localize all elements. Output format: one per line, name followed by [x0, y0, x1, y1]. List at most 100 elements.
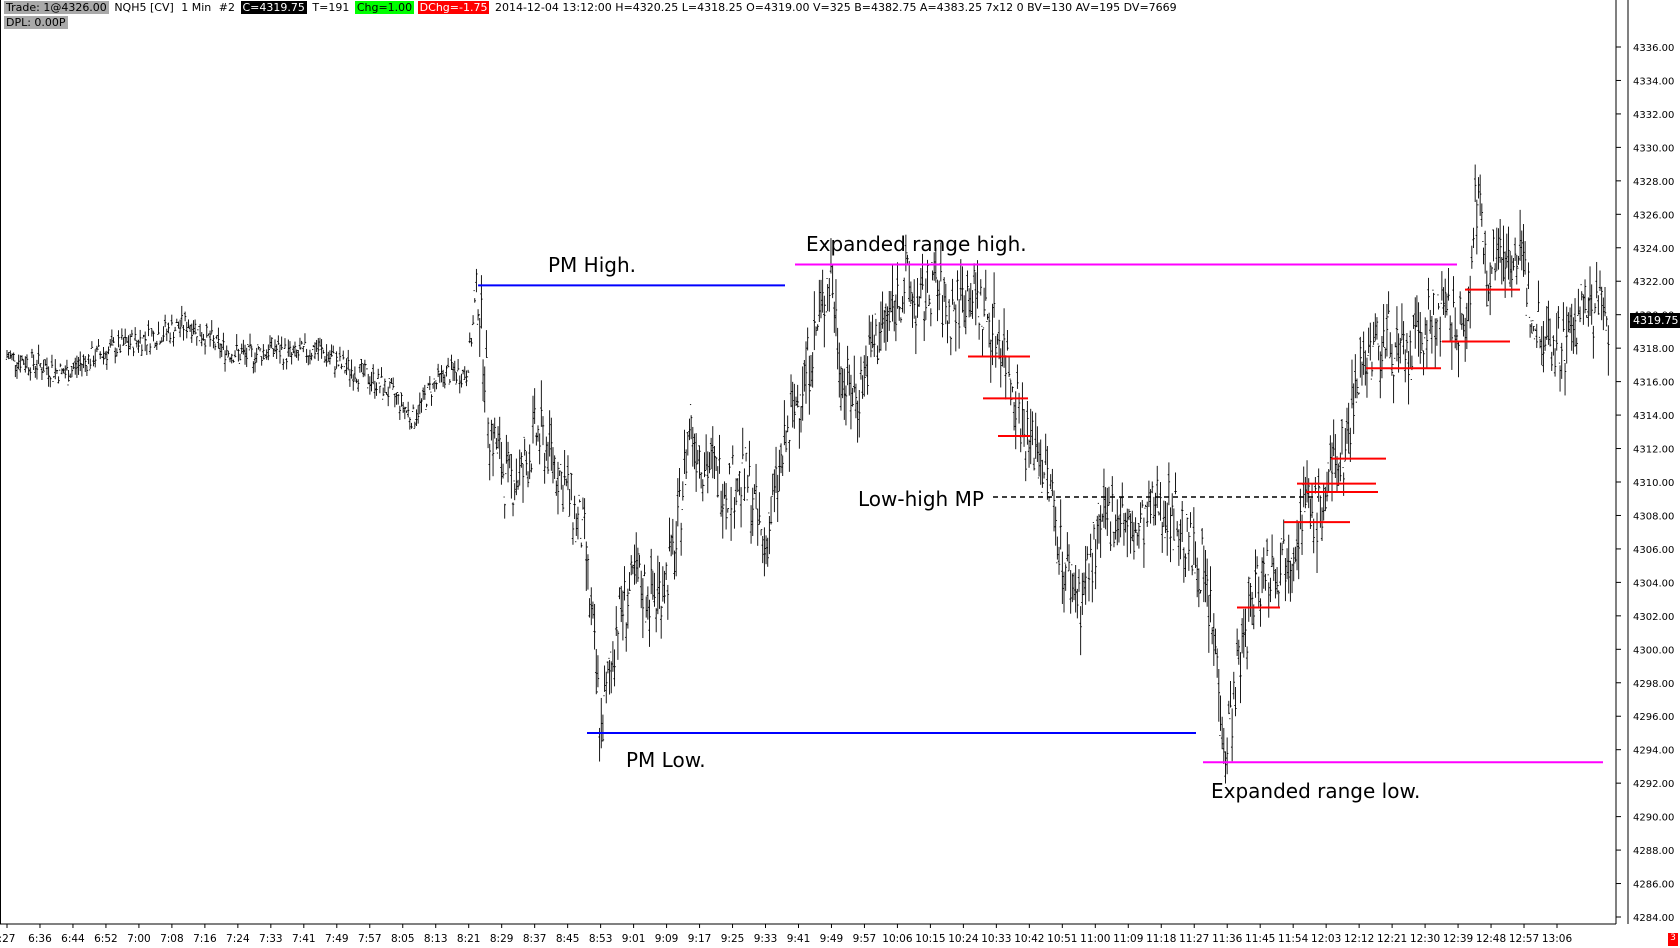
- ohlc-bar: [22, 359, 25, 365]
- ohlc-bar: [9, 350, 12, 359]
- ohlc-bar: [1011, 386, 1014, 400]
- ohlc-bar: [620, 585, 623, 623]
- ohlc-bar: [138, 329, 142, 344]
- ohlc-bar: [543, 452, 546, 484]
- ohlc-bar: [1121, 482, 1124, 508]
- ohlc-bar: [766, 537, 769, 567]
- ohlc-bar: [829, 238, 833, 274]
- ohlc-bar: [162, 326, 165, 342]
- ohlc-bar: [992, 272, 996, 318]
- ohlc-bar: [453, 360, 456, 381]
- ohlc-bar: [1132, 522, 1136, 560]
- ohlc-bar: [52, 376, 55, 382]
- ohlc-bar: [372, 364, 375, 385]
- ohlc-bar: [1367, 327, 1370, 356]
- ohlc-bar: [921, 253, 924, 290]
- ohlc-bar: [1116, 499, 1119, 546]
- ohlc-bar: [180, 305, 183, 327]
- ohlc-bar: [848, 364, 851, 396]
- x-tick-label: 12:12: [1344, 933, 1374, 945]
- ohlc-bar: [818, 279, 821, 323]
- ohlc-bar: [1595, 261, 1598, 299]
- ohlc-bar: [411, 404, 415, 412]
- ohlc-bar: [1126, 508, 1129, 558]
- ohlc-bar: [110, 329, 114, 346]
- ohlc-bar: [1255, 556, 1259, 575]
- ohlc-bar: [679, 522, 683, 556]
- ohlc-bar: [1190, 564, 1194, 576]
- ohlc-bar: [881, 291, 884, 329]
- ohlc-bar: [964, 290, 968, 335]
- ohlc-bar: [1475, 199, 1479, 255]
- ohlc-bar: [646, 586, 650, 620]
- ohlc-bar: [1324, 486, 1327, 512]
- ohlc-bar: [833, 301, 836, 333]
- ohlc-bar: [401, 402, 405, 413]
- ohlc-bar: [1350, 359, 1354, 409]
- ohlc-bar: [748, 440, 751, 477]
- ohlc-bar: [987, 312, 991, 348]
- ohlc-bar: [1267, 574, 1270, 618]
- ohlc-bar: [1089, 533, 1092, 558]
- ohlc-bar: [1587, 297, 1590, 327]
- ohlc-bar: [1139, 502, 1142, 528]
- ohlc-bar: [332, 345, 335, 354]
- ohlc-bar: [1607, 325, 1610, 376]
- ohlc-bar: [961, 266, 964, 313]
- ohlc-bar: [74, 357, 77, 375]
- ohlc-bar: [520, 452, 523, 468]
- ohlc-bar: [591, 601, 595, 619]
- ohlc-bar: [460, 373, 463, 388]
- ohlc-bar: [132, 346, 135, 357]
- ohlc-bar: [518, 449, 521, 486]
- x-tick-label: 12:48: [1476, 933, 1506, 945]
- ohlc-bar: [90, 341, 94, 349]
- ohlc-bar: [1094, 539, 1097, 590]
- ohlc-bar: [1495, 227, 1499, 271]
- ohlc-bar: [1182, 547, 1186, 583]
- ohlc-bar: [596, 655, 600, 693]
- ohlc-bar: [54, 359, 57, 380]
- ohlc-bar: [789, 374, 793, 408]
- ohlc-bar: [275, 344, 278, 359]
- ohlc-bar: [92, 355, 95, 367]
- ohlc-bar: [1360, 357, 1364, 386]
- ohlc-bar: [561, 484, 565, 512]
- ohlc-bar: [1162, 500, 1166, 527]
- ohlc-bar: [1582, 294, 1585, 325]
- ohlc-bar: [313, 342, 317, 360]
- ohlc-bar: [1389, 332, 1392, 359]
- ohlc-bar: [1157, 511, 1161, 516]
- ohlc-bar: [799, 394, 803, 433]
- ohlc-bar: [207, 333, 210, 337]
- ohlc-bar: [1262, 547, 1265, 589]
- ohlc-bar: [1497, 228, 1500, 270]
- y-tick-label: 4306.00: [1633, 545, 1674, 556]
- ohlc-bar: [669, 534, 673, 557]
- ohlc-bar: [1147, 480, 1151, 508]
- ohlc-bar: [77, 356, 80, 375]
- ohlc-bar: [633, 544, 636, 585]
- ohlc-bar: [749, 505, 753, 544]
- ohlc-bar: [856, 400, 859, 443]
- ohlc-bar: [1603, 287, 1607, 317]
- ohlc-bar: [962, 295, 966, 327]
- ohlc-bar: [613, 649, 616, 687]
- ohlc-bar: [1054, 506, 1057, 546]
- ohlc-bar: [450, 354, 453, 370]
- ohlc-bar: [615, 606, 618, 637]
- ohlc-bar: [1300, 514, 1304, 555]
- ohlc-bar: [898, 306, 901, 321]
- ohlc-bar: [631, 564, 635, 575]
- ohlc-bar: [1242, 608, 1245, 658]
- ohlc-bar: [1044, 433, 1047, 465]
- ohlc-bar: [410, 422, 413, 429]
- x-tick-label: 11:45: [1245, 933, 1275, 945]
- ohlc-bar: [152, 330, 155, 342]
- ohlc-bar: [1365, 357, 1369, 398]
- ohlc-bar: [208, 330, 212, 347]
- ohlc-bar: [1533, 328, 1537, 340]
- ohlc-bar: [255, 347, 258, 363]
